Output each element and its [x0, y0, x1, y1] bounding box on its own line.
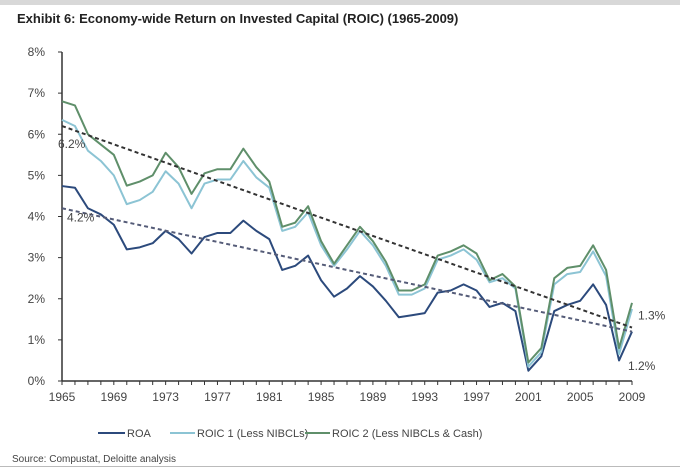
y-tick-label: 5% — [28, 168, 46, 182]
y-tick-label: 6% — [28, 127, 46, 141]
trendline — [61, 125, 633, 329]
top-border — [0, 0, 680, 5]
trend-end-label: 1.3% — [638, 309, 666, 323]
trend-end-label: 1.2% — [628, 359, 656, 373]
x-tick-label: 1985 — [308, 390, 335, 404]
trend-start-label: 6.2% — [58, 137, 86, 151]
source-note: Source: Compustat, Deloitte analysis — [12, 454, 176, 465]
x-tick-label: 1965 — [49, 390, 76, 404]
y-tick-label: 8% — [28, 45, 46, 59]
x-tick-label: 2009 — [619, 390, 646, 404]
x-tick-label: 1981 — [256, 390, 283, 404]
series-line-roic-1-less-nibcls- — [61, 118, 633, 368]
x-tick-label: 1977 — [204, 390, 231, 404]
x-tick-label: 2005 — [567, 390, 594, 404]
y-tick-label: 0% — [28, 374, 46, 388]
trend-start-label: 4.2% — [67, 210, 95, 224]
series-line-roic-2-less-nibcls-cash- — [61, 100, 633, 364]
y-tick-label: 2% — [28, 292, 46, 306]
chart-title: Exhibit 6: Economy-wide Return on Invest… — [17, 11, 459, 26]
y-tick-label: 3% — [28, 251, 46, 265]
x-tick-label: 1989 — [360, 390, 387, 404]
trendline — [61, 207, 633, 333]
y-tick-label: 1% — [28, 333, 46, 347]
x-tick-label: 1997 — [463, 390, 490, 404]
x-tick-label: 1969 — [100, 390, 127, 404]
series-line-roa — [61, 185, 633, 372]
x-tick-label: 1993 — [411, 390, 438, 404]
legend-label: ROIC 2 (Less NIBCLs & Cash) — [332, 428, 482, 440]
bottom-divider — [0, 466, 680, 467]
legend-label: ROA — [127, 428, 152, 440]
y-tick-label: 4% — [28, 210, 46, 224]
legend-label: ROIC 1 (Less NIBCLs) — [197, 428, 308, 440]
x-tick-label: 2001 — [515, 390, 542, 404]
x-tick-label: 1973 — [152, 390, 179, 404]
y-tick-label: 7% — [28, 86, 46, 100]
